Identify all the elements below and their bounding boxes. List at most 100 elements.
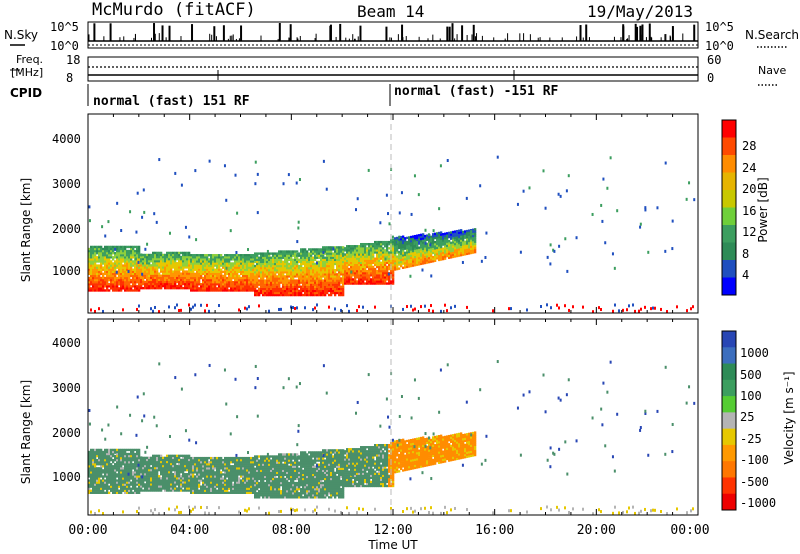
power-cell — [312, 264, 315, 268]
velocity-cell — [180, 481, 183, 484]
power-cell — [408, 256, 411, 260]
power-cell — [96, 251, 99, 255]
power-cell — [118, 247, 121, 251]
power-cell — [312, 258, 315, 262]
power-cell — [228, 272, 231, 276]
velocity-cell — [124, 467, 127, 470]
velocity-cell — [166, 458, 169, 462]
power-cell — [300, 262, 303, 266]
power-cell — [324, 277, 327, 280]
power-cell — [272, 269, 275, 272]
power-cell — [246, 283, 249, 286]
velocity-cell — [124, 458, 127, 462]
power-cell — [206, 280, 209, 284]
power-cell — [292, 262, 295, 266]
power-cell — [124, 270, 127, 273]
power-cell — [408, 263, 411, 266]
velocity-cell — [186, 456, 189, 460]
power-cell — [328, 275, 331, 278]
power-cell — [242, 278, 245, 282]
power-cell — [168, 231, 171, 235]
velocity-cell — [154, 468, 157, 472]
velocity-cell — [138, 475, 141, 478]
power-cell — [225, 198, 228, 202]
power-cell — [274, 291, 277, 295]
power-cell — [218, 262, 221, 265]
power-cell — [446, 240, 449, 243]
power-cell — [364, 249, 367, 252]
velocity-cell — [160, 468, 163, 472]
velocity-cell — [144, 483, 147, 486]
power-cell — [382, 272, 385, 275]
power-cell — [466, 248, 469, 251]
velocity-cell — [172, 462, 175, 466]
power-cell — [392, 272, 395, 275]
power-cell — [240, 264, 243, 267]
power-cell — [132, 289, 135, 292]
power-cell — [100, 245, 103, 249]
power-cell — [268, 275, 271, 278]
power-cell — [220, 285, 223, 288]
power-cell — [298, 283, 301, 286]
power-cell — [412, 260, 415, 263]
power-cell — [218, 278, 221, 282]
power-cell — [156, 284, 159, 288]
velocity-cell — [146, 475, 149, 478]
velocity-cell — [170, 483, 173, 486]
velocity-cell — [156, 487, 159, 490]
power-cell — [470, 249, 473, 253]
power-cell — [404, 247, 407, 250]
power-cell — [352, 259, 355, 262]
power-cell — [142, 272, 145, 275]
velocity-cell — [98, 448, 101, 452]
power-cell — [158, 262, 161, 265]
power-cell — [276, 285, 279, 288]
velocity-cell — [116, 485, 119, 488]
power-cell — [192, 289, 195, 292]
power-cell — [312, 308, 314, 312]
power-cell — [360, 242, 363, 246]
velocity-cell — [112, 475, 115, 478]
power-cell — [366, 242, 369, 246]
velocity-cell — [180, 464, 183, 468]
power-cell — [404, 243, 407, 246]
velocity-cell — [94, 485, 97, 488]
power-cell — [370, 251, 373, 254]
power-cell — [296, 258, 299, 262]
power-cell — [611, 252, 614, 256]
power-cell — [140, 280, 143, 284]
power-cell — [336, 262, 339, 266]
power-cell — [232, 287, 235, 290]
power-cell — [90, 276, 93, 280]
power-cell — [386, 267, 389, 271]
power-cell — [421, 268, 424, 272]
power-cell — [318, 287, 321, 291]
power-cell — [228, 264, 231, 267]
power-cell — [180, 266, 183, 269]
power-cell — [400, 256, 403, 260]
power-cell — [188, 276, 191, 279]
power-cell — [202, 280, 205, 284]
power-cell — [127, 270, 130, 274]
power-cell — [338, 250, 341, 253]
power-cell — [432, 243, 435, 246]
velocity-cell — [182, 464, 185, 468]
power-cell — [360, 249, 363, 252]
power-cell — [644, 208, 647, 212]
power-cell — [600, 203, 603, 207]
power-cell — [330, 293, 333, 297]
power-cell — [310, 293, 313, 297]
power-cell — [190, 264, 193, 267]
power-cell — [324, 283, 327, 286]
power-cell — [240, 283, 243, 286]
power-cell — [340, 269, 343, 272]
power-cell — [310, 283, 313, 286]
power-cell — [172, 262, 175, 265]
power-cell — [104, 245, 107, 249]
power-cell — [94, 247, 97, 251]
velocity-cell — [90, 454, 93, 458]
power-cell — [402, 247, 405, 251]
power-cell — [98, 264, 101, 267]
power-cell — [218, 268, 221, 271]
power-cell — [368, 245, 371, 248]
